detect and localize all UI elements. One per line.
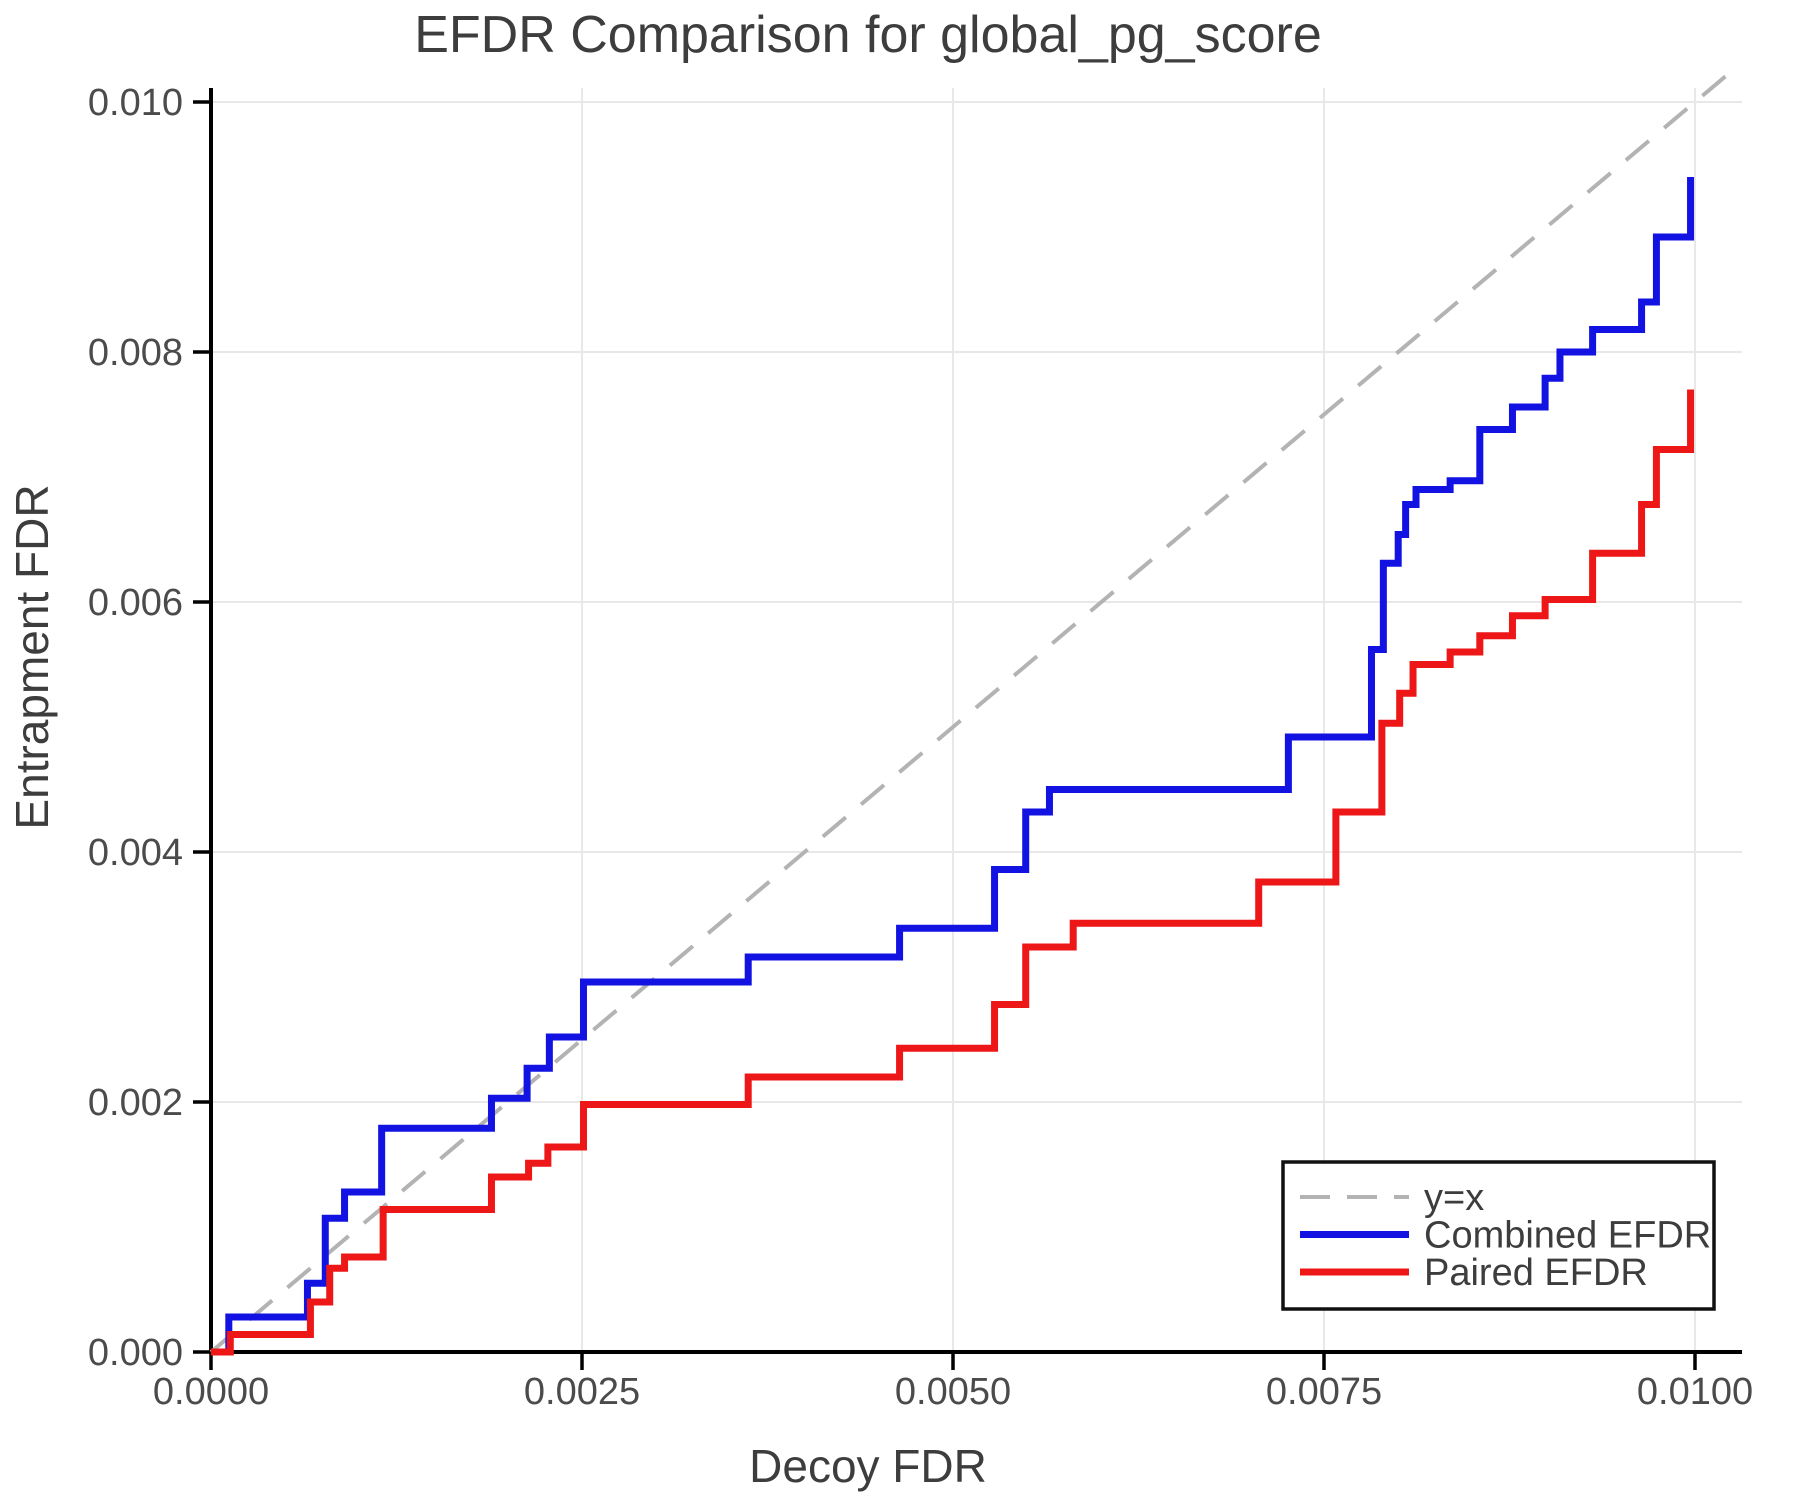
y-tick-label: 0.006	[88, 582, 183, 624]
legend-item-paired-efdr: Paired EFDR	[1300, 1252, 1648, 1294]
series-y-x	[209, 69, 1734, 1354]
y-tick-label: 0.010	[88, 82, 183, 124]
data-series	[209, 69, 1734, 1356]
gridlines	[211, 88, 1742, 1352]
x-axis-label: Decoy FDR	[749, 1440, 987, 1492]
axes: 0.0000 0.0025 0.0050 0.0075 0.0100 0.000 0.002…	[88, 82, 1753, 1413]
x-tick-label: 0.0025	[524, 1371, 640, 1413]
legend-label-combined-efdr: Combined EFDR	[1424, 1215, 1711, 1257]
y-tick-label: 0.008	[88, 332, 183, 374]
y-tick-label: 0.004	[88, 832, 183, 874]
series-combined-efdr	[211, 177, 1695, 1356]
series-paired-efdr	[211, 389, 1695, 1356]
x-tick-label: 0.0050	[895, 1371, 1011, 1413]
legend-label-paired-efdr: Paired EFDR	[1424, 1252, 1648, 1294]
chart-title: EFDR Comparison for global_pg_score	[414, 6, 1322, 64]
y-axis-label: Entrapment FDR	[6, 484, 58, 829]
x-tick-label: 0.0075	[1266, 1371, 1382, 1413]
legend-item-combined-efdr: Combined EFDR	[1300, 1215, 1711, 1257]
y-tick-label: 0.002	[88, 1082, 183, 1124]
x-tick-label: 0.0000	[153, 1371, 269, 1413]
legend-item-y-x: y=x	[1300, 1177, 1484, 1219]
legend-label-y-x: y=x	[1424, 1177, 1484, 1219]
x-tick-label: 0.0100	[1637, 1371, 1753, 1413]
y-tick-label: 0.000	[88, 1332, 183, 1374]
